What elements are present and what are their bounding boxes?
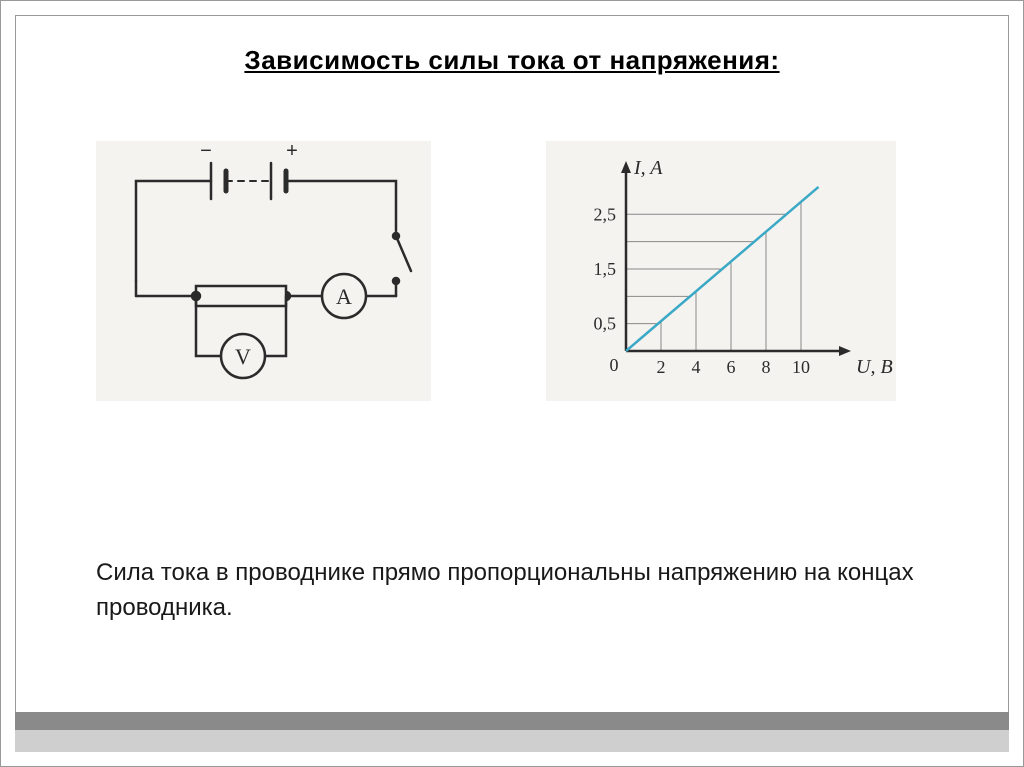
plus-label: + [286, 141, 298, 162]
svg-text:4: 4 [692, 357, 701, 377]
footer-light-stripe [15, 730, 1009, 752]
svg-text:8: 8 [762, 357, 771, 377]
body-text: Сила тока в проводнике прямо пропорциона… [96, 556, 928, 626]
svg-text:U, В: U, В [856, 356, 893, 378]
footer-bar [15, 712, 1009, 752]
slide: Зависимость силы тока от напряжения: [0, 0, 1024, 767]
minus-label: − [200, 141, 212, 162]
circuit-diagram: − + A V [96, 141, 431, 401]
ammeter-label: A [336, 284, 352, 309]
svg-text:0: 0 [610, 355, 619, 375]
voltmeter-label: V [235, 344, 251, 369]
iv-chart: 2 4 6 8 10 0,5 1,5 2,5 0 I, A U, В [546, 141, 896, 401]
svg-text:0,5: 0,5 [594, 314, 617, 334]
svg-text:I, A: I, A [633, 157, 663, 179]
footer-dark-stripe [15, 712, 1009, 730]
svg-text:10: 10 [792, 357, 810, 377]
svg-text:6: 6 [727, 357, 736, 377]
page-title: Зависимость силы тока от напряжения: [1, 45, 1023, 76]
svg-text:2,5: 2,5 [594, 204, 617, 224]
svg-text:1,5: 1,5 [594, 259, 617, 279]
svg-text:2: 2 [657, 357, 666, 377]
